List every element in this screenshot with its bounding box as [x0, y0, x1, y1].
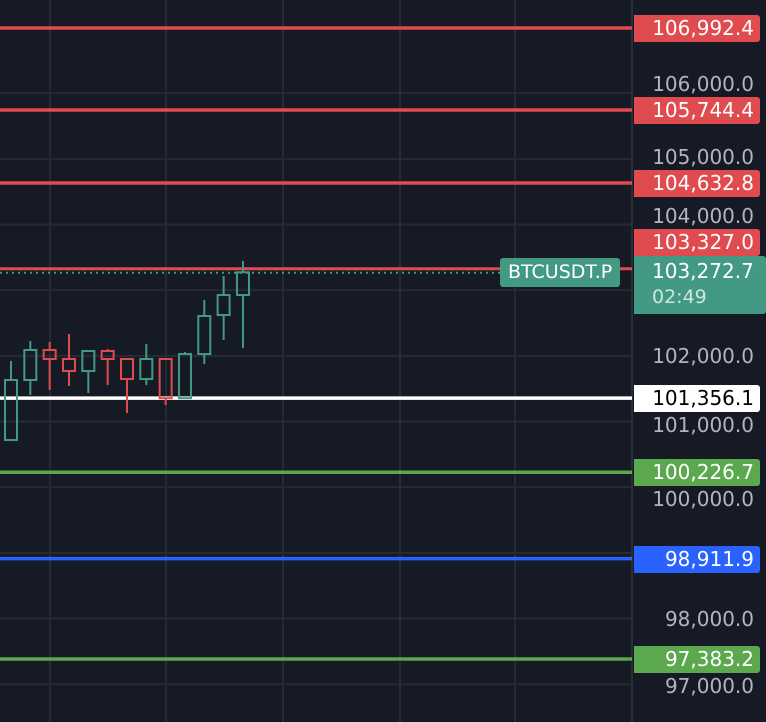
- price-line-label: 106,992.4: [634, 15, 760, 42]
- symbol-label: BTCUSDT.P: [500, 258, 621, 288]
- candle-body: [158, 358, 173, 400]
- candle-body: [100, 349, 115, 361]
- candle-body: [235, 271, 250, 297]
- last-price: 103,272.7: [652, 259, 754, 284]
- price-line-label: 105,744.4: [634, 96, 760, 124]
- candle-body: [119, 358, 134, 381]
- axis-tick-label: 101,000.0: [652, 413, 754, 438]
- axis-tick-label: 104,000.0: [652, 204, 754, 229]
- candle-body: [139, 358, 154, 381]
- price-line-label: 103,327.0: [634, 229, 760, 257]
- axis-tick-label: 105,000.0: [652, 144, 754, 169]
- candle-body: [81, 349, 96, 373]
- price-line-label: 104,632.8: [634, 169, 760, 197]
- candle-body: [42, 349, 57, 361]
- candle-body: [177, 353, 192, 400]
- last-price-label: 103,272.7 02:49: [634, 256, 766, 315]
- axis-tick-label: 106,000.0: [652, 71, 754, 96]
- candle-body: [216, 294, 231, 317]
- candle-body: [197, 314, 212, 356]
- candle-body: [61, 358, 76, 373]
- axis-tick-label: 100,000.0: [652, 487, 754, 512]
- candle-body: [23, 349, 38, 382]
- price-line-label: 101,356.1: [634, 385, 760, 413]
- axis-tick-label: 97,000.0: [664, 674, 754, 699]
- axis-tick-label: 102,000.0: [652, 343, 754, 368]
- price-line-label: 97,383.2: [634, 646, 760, 674]
- price-line-label: 98,911.9: [634, 545, 760, 573]
- axis-tick-label: 98,000.0: [664, 606, 754, 631]
- bar-countdown: 02:49: [652, 286, 707, 309]
- price-line-label: 100,226.7: [634, 459, 760, 487]
- candle-body: [4, 379, 18, 442]
